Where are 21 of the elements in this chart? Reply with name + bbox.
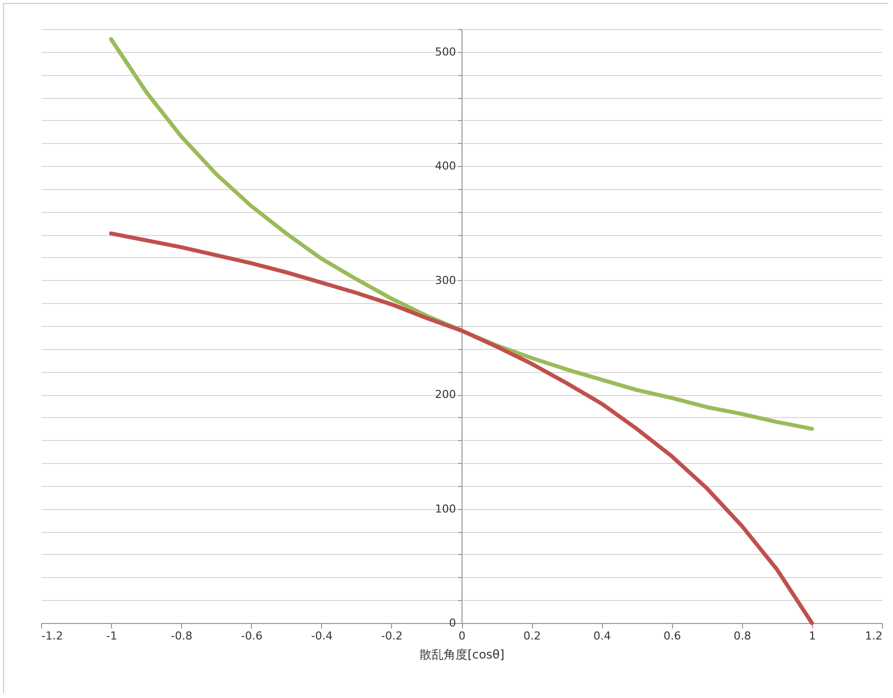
line-series [109,231,814,625]
x-tick-label: -1 [106,630,118,642]
x-axis-title: 散乱角度[cosθ] [420,648,504,662]
y-tick-label: 0 [449,616,456,630]
y-tick-label: 500 [435,45,456,58]
y-tick-label: 100 [435,502,456,516]
x-tick-label: 0 [458,630,466,642]
x-tick-label: -1.2 [42,630,63,642]
y-tick-label: 200 [435,388,456,402]
x-tick-label: -0.8 [170,630,192,642]
y-tick-label: 400 [435,160,456,173]
x-tick-label: 0.2 [523,630,541,642]
x-tick-label: 1 [808,630,816,642]
x-tick-label: -0.2 [381,630,403,642]
x-tick-label: 0.4 [593,630,611,642]
x-tick-label: 0.6 [664,630,681,642]
x-tick-label: -0.6 [241,630,262,642]
x-tick-label: 0.8 [734,630,752,642]
x-tick-label: -0.4 [311,630,333,642]
x-tick-label: 1.2 [865,630,882,642]
y-tick-label: 300 [435,274,456,287]
